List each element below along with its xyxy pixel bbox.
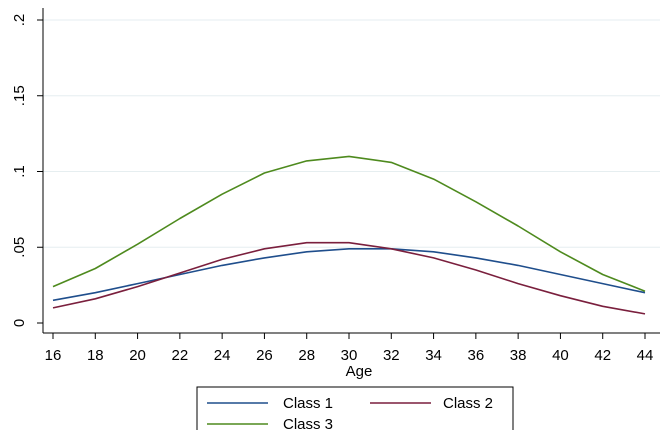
- x-tick-label: 22: [172, 347, 189, 364]
- x-tick-label: 44: [637, 347, 654, 364]
- legend-box: [196, 386, 514, 430]
- series-lines: [52, 155, 646, 315]
- y-tick-label: .05: [11, 237, 28, 258]
- x-tick-label: 16: [45, 347, 62, 364]
- axes: [42, 8, 660, 334]
- x-tick-label: 30: [341, 347, 358, 364]
- series-line-2: [52, 241, 646, 315]
- x-tick-label: 32: [383, 347, 400, 364]
- legend: Class 1 Class 2 Class 3: [196, 386, 514, 430]
- x-tick-label: 36: [468, 347, 485, 364]
- x-tick-label: 40: [552, 347, 569, 364]
- series-line-3: [52, 155, 646, 292]
- legend-label-2: Class 2: [443, 395, 493, 412]
- x-axis-title: Age: [346, 363, 373, 380]
- x-tick-label: 24: [214, 347, 231, 364]
- y-tick-label: .2: [11, 14, 28, 27]
- legend-label-3: Class 3: [283, 416, 333, 430]
- x-tick-label: 20: [129, 347, 146, 364]
- y-tick-label: .15: [11, 85, 28, 106]
- x-tick-label: 38: [510, 347, 527, 364]
- x-tick-label: 26: [256, 347, 273, 364]
- y-tick-label: 0: [11, 319, 28, 327]
- y-ticks: 0 .05 .1 .15 .2: [11, 14, 43, 327]
- x-tick-label: 34: [425, 347, 442, 364]
- grid: [43, 19, 660, 248]
- x-tick-label: 28: [298, 347, 315, 364]
- x-tick-label: 18: [87, 347, 104, 364]
- x-tick-label: 42: [594, 347, 611, 364]
- y-tick-label: .1: [11, 165, 28, 178]
- series-line-1: [52, 248, 646, 302]
- x-ticks: 16 18 20 22 24 26 28 30 32 34 36 38 40 42 44: [45, 333, 654, 364]
- legend-label-1: Class 1: [283, 395, 333, 412]
